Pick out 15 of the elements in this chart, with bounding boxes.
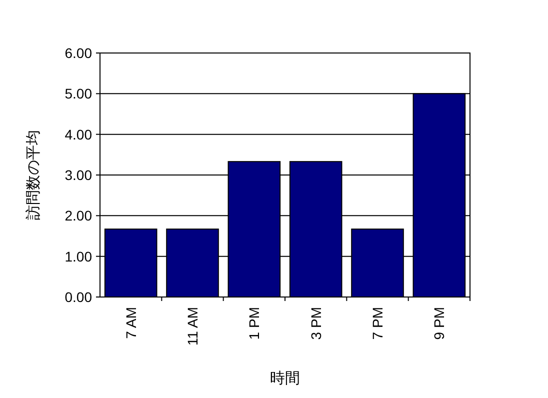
y-tick-label: 3.00 <box>64 167 92 183</box>
y-tick-label: 0.00 <box>64 289 92 305</box>
x-axis-title: 時間 <box>270 370 300 387</box>
x-tick-label: 7 AM <box>122 307 139 339</box>
x-tick-label: 9 PM <box>431 307 448 340</box>
y-tick-label: 6.00 <box>64 45 92 61</box>
y-tick-label: 5.00 <box>64 86 92 102</box>
x-tick-label: 1 PM <box>246 307 262 340</box>
y-tick-label: 2.00 <box>64 208 92 224</box>
y-tick-label: 4.00 <box>64 126 92 142</box>
x-tick-label: 3 PM <box>308 307 324 340</box>
x-tick-label: 7 PM <box>370 307 386 340</box>
x-tick-label: 11 AM <box>184 307 200 346</box>
y-tick-label: 1.00 <box>64 248 92 264</box>
y-axis-title: 訪問数の平均 <box>25 130 42 220</box>
